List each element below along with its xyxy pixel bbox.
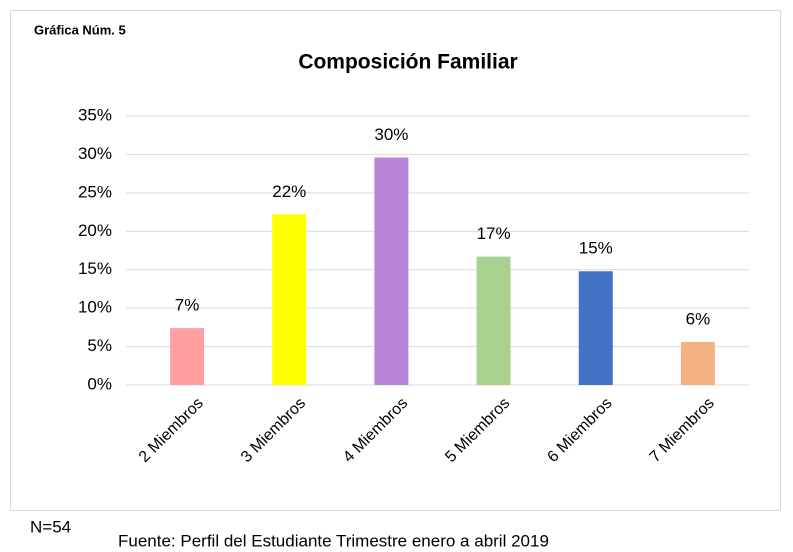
bar — [476, 256, 511, 385]
y-tick-label: 15% — [78, 259, 112, 278]
figure-label: Gráfica Núm. 5 — [34, 22, 126, 37]
y-tick-label: 30% — [78, 144, 112, 163]
source-note: Fuente: Perfil del Estudiante Trimestre … — [118, 531, 549, 550]
y-tick-label: 20% — [78, 221, 112, 240]
value-label: 15% — [579, 239, 613, 258]
bar — [272, 214, 307, 385]
bar — [374, 157, 409, 385]
value-label: 6% — [686, 309, 711, 328]
bar — [170, 328, 205, 385]
y-tick-label: 35% — [78, 105, 112, 124]
y-tick-label: 25% — [78, 182, 112, 201]
value-label: 7% — [175, 296, 200, 315]
value-label: 30% — [374, 125, 408, 144]
value-label: 22% — [272, 182, 306, 201]
bar — [578, 271, 613, 385]
sample-size: N=54 — [30, 517, 71, 536]
value-label: 17% — [477, 224, 511, 243]
y-tick-label: 5% — [87, 336, 112, 355]
y-tick-label: 10% — [78, 298, 112, 317]
chart-title: Composición Familiar — [298, 51, 517, 74]
bar — [680, 341, 715, 385]
y-tick-label: 0% — [87, 374, 112, 393]
